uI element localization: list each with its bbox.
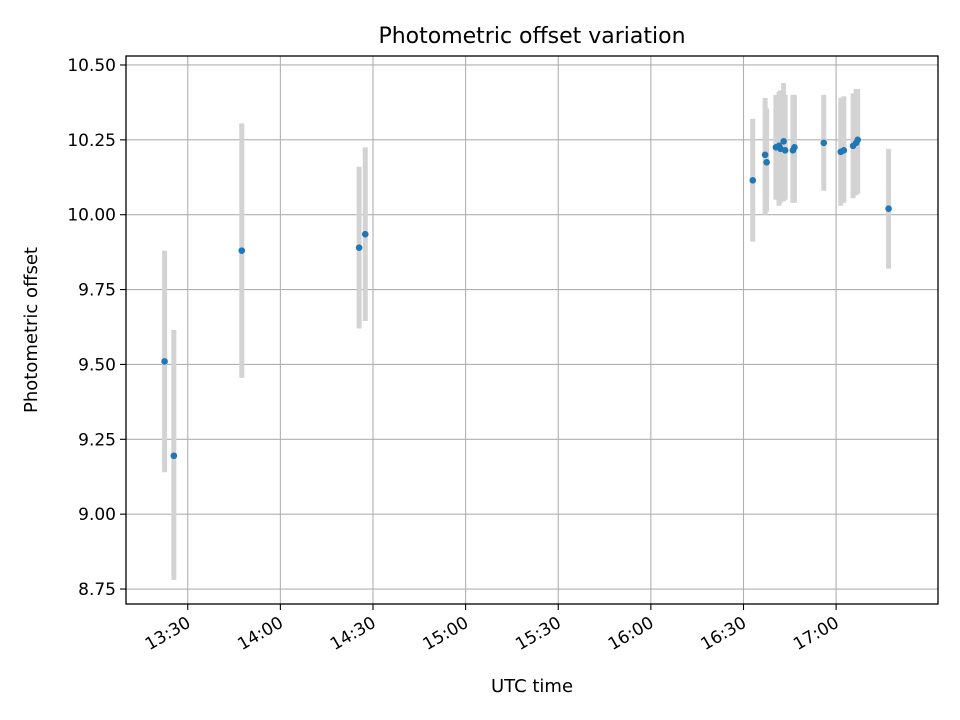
data-point [355,244,363,251]
data-point [161,358,168,365]
y-tick-label: 9.50 [78,355,116,375]
data-point [885,205,892,213]
y-tick-label: 10.50 [67,56,116,76]
data-point [781,147,789,154]
data-point [763,159,770,166]
data-point [854,136,862,144]
error-bars [162,82,892,581]
data-points [161,136,892,460]
data-point [780,138,787,145]
y-tick-label: 9.75 [78,281,116,301]
x-tick-label: 16:00 [605,613,657,655]
grid-lines [126,56,938,604]
y-axis-ticks: 8.75 9.00 9.25 9.50 9.75 10.00 10.25 10.50 [67,56,126,600]
data-point [840,147,848,154]
data-point [238,247,246,254]
y-tick-label: 9.25 [78,430,116,450]
x-axis-label: UTC time [491,676,573,697]
data-point [761,151,769,159]
chart-title: Photometric offset variation [378,24,685,49]
x-tick-label: 14:30 [327,613,379,655]
y-tick-label: 10.25 [67,131,116,151]
data-point [170,452,178,460]
data-point [791,144,798,151]
y-axis-label: Photometric offset [21,247,42,413]
x-tick-label: 15:00 [420,613,472,655]
y-tick-label: 8.75 [78,580,116,600]
x-axis-ticks: 13:30 14:00 14:30 15:00 15:30 16:00 16:30 17:00 [142,604,843,655]
plot-frame [125,55,939,605]
data-point [749,176,757,184]
data-point [820,139,828,147]
data-point [361,230,369,238]
x-tick-label: 13:30 [142,613,194,655]
x-tick-label: 16:30 [698,613,750,655]
x-tick-label: 15:30 [512,613,564,655]
y-tick-label: 10.00 [67,206,116,226]
x-tick-label: 17:00 [790,613,842,655]
y-tick-label: 9.00 [78,505,116,525]
x-tick-label: 14:00 [234,613,286,655]
